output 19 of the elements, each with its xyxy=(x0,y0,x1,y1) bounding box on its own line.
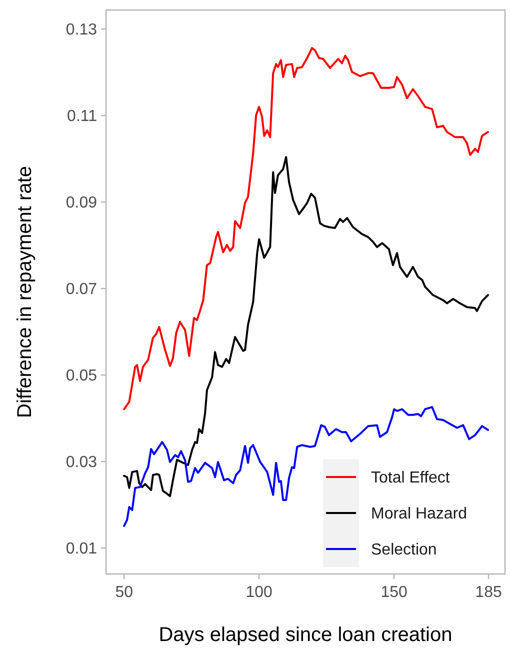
x-axis-title: Days elapsed since loan creation xyxy=(158,624,452,646)
y-tick-label: 0.03 xyxy=(66,454,98,472)
x-tick-label: 50 xyxy=(115,584,134,601)
legend-label: Moral Hazard xyxy=(371,506,468,523)
legend-label: Total Effect xyxy=(371,470,450,487)
line-series xyxy=(123,156,489,498)
y-tick-label: 0.11 xyxy=(67,108,98,126)
y-tick-label: 0.09 xyxy=(66,194,98,212)
y-tick-label: 0.07 xyxy=(66,281,98,298)
x-tick-label: 150 xyxy=(380,584,408,601)
legend-label: Selection xyxy=(371,542,437,559)
line-series xyxy=(123,406,489,527)
y-tick-label: 0.05 xyxy=(66,368,98,385)
y-tick-label: 0.01 xyxy=(66,540,98,558)
y-tick-label: 0.13 xyxy=(66,22,98,39)
x-tick-label: 185 xyxy=(475,584,502,601)
y-axis-title: Difference in repayment rate xyxy=(14,166,36,418)
x-tick-label: 100 xyxy=(246,584,273,601)
line-series xyxy=(123,47,489,410)
